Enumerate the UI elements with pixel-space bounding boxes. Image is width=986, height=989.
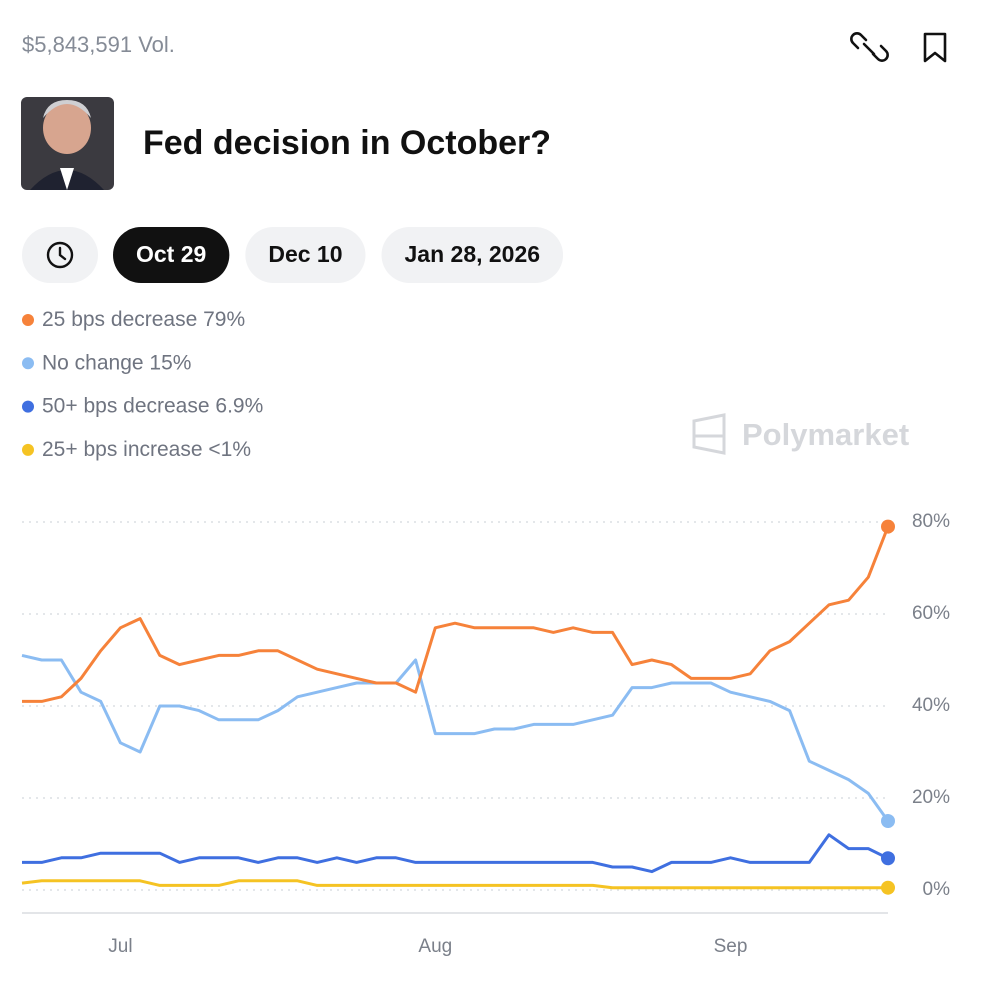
market-title: Fed decision in October? xyxy=(143,124,551,162)
date-tab[interactable]: Jan 28, 2026 xyxy=(381,227,564,283)
watermark-text: Polymarket xyxy=(742,417,909,452)
legend-dot xyxy=(22,443,34,456)
series-line xyxy=(22,526,890,703)
x-tick-label: Aug xyxy=(418,936,452,957)
legend-value: 6.9% xyxy=(215,394,263,417)
legend-dot xyxy=(22,400,34,413)
date-tab[interactable]: Oct 29 xyxy=(113,227,230,283)
watermark: Polymarket xyxy=(692,413,909,455)
legend-entry: 25 bps decrease 79% xyxy=(42,308,245,331)
legend-entry: No change 15% xyxy=(42,351,191,374)
legend-entry: 50+ bps decrease 6.9% xyxy=(42,394,263,417)
tab-pill xyxy=(113,227,230,283)
legend-entry: 25+ bps increase <1% xyxy=(42,437,251,460)
series-line xyxy=(21,879,888,890)
legend-value: <1% xyxy=(208,437,251,460)
end-dot xyxy=(881,880,895,895)
legend-value: 15% xyxy=(149,351,191,374)
y-tick-label: 0% xyxy=(923,879,951,900)
y-tick-label: 20% xyxy=(912,787,950,808)
tab-pill xyxy=(245,227,366,283)
tab-pill xyxy=(381,227,564,283)
y-tick-label: 80% xyxy=(912,511,950,532)
series-line xyxy=(21,653,890,822)
x-tick-label: Jul xyxy=(108,936,132,957)
legend-dot xyxy=(22,357,34,370)
bookmark-icon[interactable] xyxy=(923,32,947,63)
volume: $5,843,591 Vol. xyxy=(22,32,175,57)
link-icon[interactable] xyxy=(850,32,889,62)
end-dot xyxy=(881,851,895,866)
tab-label: Dec 10 xyxy=(268,241,342,267)
legend-name: 25 bps decrease xyxy=(42,308,197,331)
date-tab[interactable]: Dec 10 xyxy=(245,227,366,283)
legend-name: No change xyxy=(42,351,144,374)
tab-label: Oct 29 xyxy=(136,241,206,267)
y-tick-label: 60% xyxy=(912,603,950,624)
legend-value: 79% xyxy=(203,308,245,331)
legend-name: 25+ bps increase xyxy=(42,437,203,460)
history-button[interactable] xyxy=(22,227,98,283)
avatar xyxy=(21,97,114,190)
series-line xyxy=(22,833,889,874)
y-tick-label: 40% xyxy=(912,695,950,716)
end-dot xyxy=(881,814,895,828)
tab-label: Jan 28, 2026 xyxy=(405,241,541,267)
x-tick-label: Sep xyxy=(714,936,748,957)
legend-dot xyxy=(22,314,34,326)
legend-name: 50+ bps decrease xyxy=(42,394,210,417)
end-dot xyxy=(881,519,895,534)
